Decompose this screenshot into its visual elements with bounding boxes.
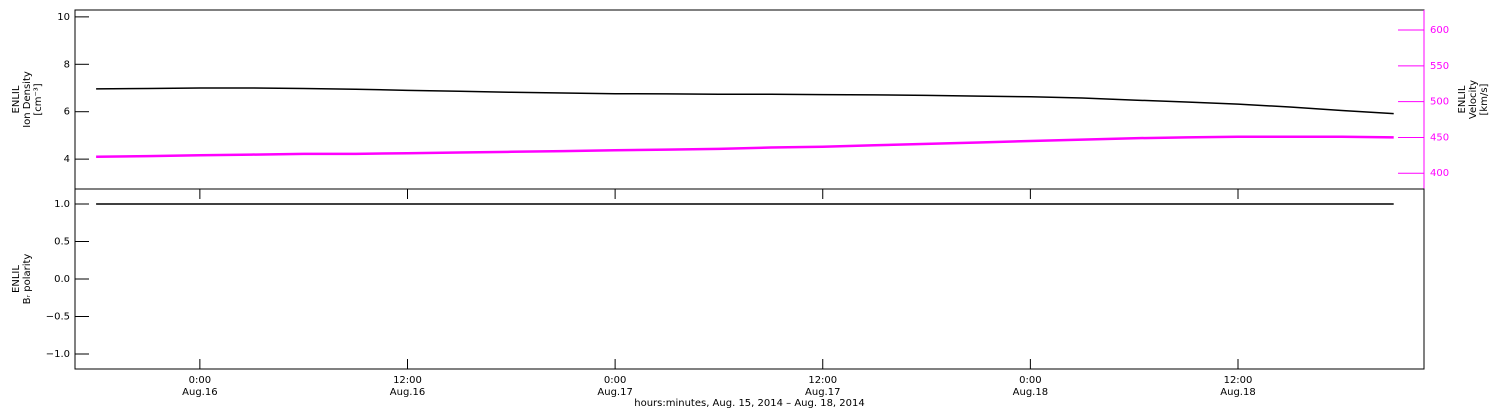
y-tick-label: 8 <box>64 59 70 70</box>
x-tick-sublabel: Aug.16 <box>390 387 425 398</box>
x-tick-sublabel: Aug.17 <box>597 387 632 398</box>
y-tick-label: 1.0 <box>54 199 70 210</box>
plot-frame <box>74 9 1425 190</box>
y2-axis-label: ENLIL <box>1457 85 1468 113</box>
y-axis-label: Ion Density <box>22 71 33 128</box>
y-axis-label: Bᵣ polarity <box>22 254 33 305</box>
x-tick-label: 12:00 <box>393 375 422 386</box>
y-tick-label: 6 <box>64 107 70 118</box>
y2-axis-label: Velocity <box>1468 80 1479 119</box>
x-tick-label: 0:00 <box>189 375 211 386</box>
y-tick-label: 0.0 <box>54 274 70 285</box>
x-tick-sublabel: Aug.16 <box>182 387 217 398</box>
y2-tick-label: 400 <box>1430 168 1449 179</box>
x-tick-label: 12:00 <box>1224 375 1253 386</box>
x-tick-label: 0:00 <box>604 375 626 386</box>
y-axis-label: [cm⁻³] <box>33 83 44 115</box>
x-tick-label: 12:00 <box>808 375 837 386</box>
data-line <box>96 135 1394 159</box>
x-tick-sublabel: Aug.17 <box>805 387 840 398</box>
y-tick-label: −0.5 <box>46 312 70 323</box>
y2-tick-label: 500 <box>1430 97 1449 108</box>
y2-axis-label: [km/s] <box>1479 83 1490 115</box>
x-tick-label: 0:00 <box>1019 375 1041 386</box>
y-tick-label: 0.5 <box>54 237 70 248</box>
y-tick-label: 4 <box>64 154 70 165</box>
data-line <box>96 87 1394 115</box>
y2-tick-label: 550 <box>1430 61 1449 72</box>
y2-tick-label: 600 <box>1430 25 1449 36</box>
y-tick-label: 10 <box>57 12 70 23</box>
y-axis-label: ENLIL <box>11 265 22 293</box>
plot-frame <box>74 188 1425 370</box>
y-tick-label: −1.0 <box>46 349 70 360</box>
x-axis-label: hours:minutes, Aug. 15, 2014 – Aug. 18, … <box>634 398 865 409</box>
y2-tick-label: 450 <box>1430 132 1449 143</box>
x-tick-sublabel: Aug.18 <box>1013 387 1048 398</box>
y-axis-label: ENLIL <box>11 85 22 113</box>
x-tick-sublabel: Aug.18 <box>1220 387 1255 398</box>
